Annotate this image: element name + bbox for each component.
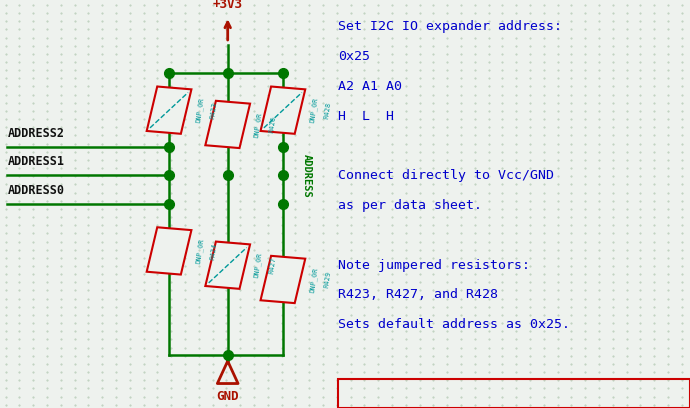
Text: H  L  H: H L H <box>338 110 394 123</box>
Text: R424: R424 <box>210 242 218 260</box>
Text: DNP_0R: DNP_0R <box>308 266 319 293</box>
Text: R427: R427 <box>268 256 277 274</box>
Text: Connect directly to Vcc/GND: Connect directly to Vcc/GND <box>338 169 554 182</box>
Text: Sets default address as 0x25.: Sets default address as 0x25. <box>338 318 570 331</box>
Text: R423: R423 <box>210 101 218 119</box>
Text: DNP_0R: DNP_0R <box>195 97 205 123</box>
Bar <box>338 379 690 408</box>
Text: GND: GND <box>217 390 239 403</box>
Text: ADDRESS0: ADDRESS0 <box>8 184 66 197</box>
Text: +3V3: +3V3 <box>213 0 243 11</box>
Text: DNP_0R: DNP_0R <box>253 252 264 278</box>
Bar <box>261 256 305 303</box>
Text: ADDRESS2: ADDRESS2 <box>8 126 66 140</box>
Bar <box>147 86 191 134</box>
Bar <box>261 86 305 134</box>
Text: DNP_0R: DNP_0R <box>253 111 264 137</box>
Text: as per data sheet.: as per data sheet. <box>338 199 482 212</box>
Text: R428: R428 <box>324 101 332 119</box>
Text: R426: R426 <box>268 115 277 133</box>
Text: 0x25: 0x25 <box>338 50 370 63</box>
Text: ADDRESS1: ADDRESS1 <box>8 155 66 168</box>
Text: ADDRESS: ADDRESS <box>302 153 312 197</box>
Text: R429: R429 <box>324 271 332 288</box>
Text: DNP_0R: DNP_0R <box>195 238 205 264</box>
Text: Note jumpered resistors:: Note jumpered resistors: <box>338 259 530 272</box>
Bar <box>206 101 250 148</box>
Text: A2 A1 A0: A2 A1 A0 <box>338 80 402 93</box>
Text: Set I2C IO expander address:: Set I2C IO expander address: <box>338 20 562 33</box>
Text: R423, R427, and R428: R423, R427, and R428 <box>338 288 498 302</box>
Text: DNP_0R: DNP_0R <box>308 97 319 123</box>
Bar <box>147 227 191 275</box>
Bar <box>206 242 250 289</box>
